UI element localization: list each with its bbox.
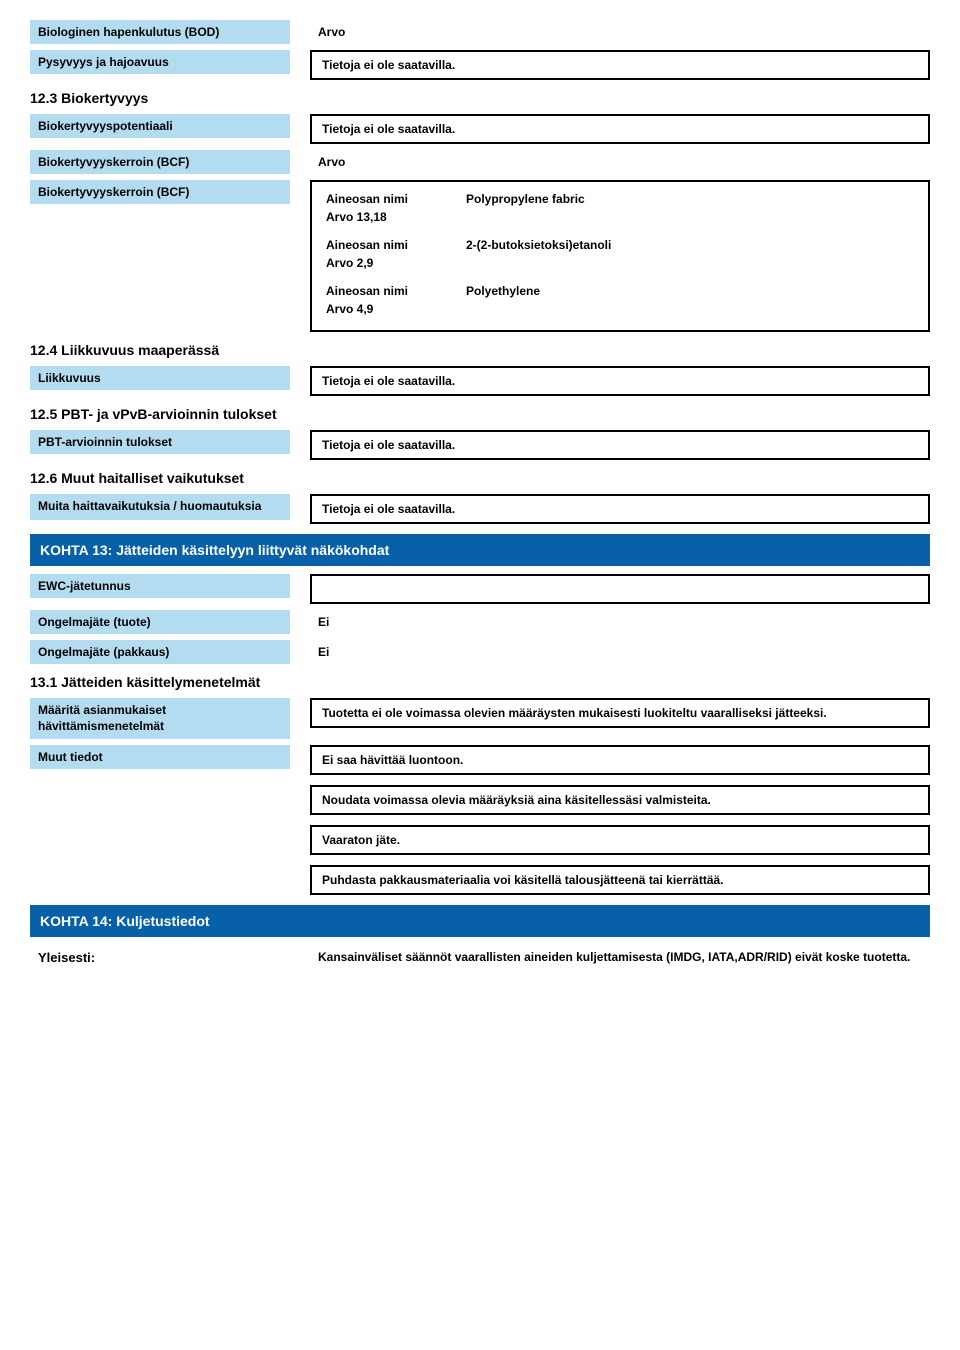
component-name-key: Aineosan nimi bbox=[326, 192, 466, 206]
ewc-label: EWC-jätetunnus bbox=[30, 574, 290, 598]
component-name-val: Polyethylene bbox=[466, 284, 914, 298]
other-info-value-4: Puhdasta pakkausmateriaalia voi käsitell… bbox=[310, 865, 930, 895]
bioaccumulation-potential-label: Biokertyvyyspotentiaali bbox=[30, 114, 290, 138]
other-info-label: Muut tiedot bbox=[30, 745, 290, 769]
mobility-label: Liikkuvuus bbox=[30, 366, 290, 390]
bod-value: Arvo bbox=[310, 20, 930, 44]
bioaccumulation-title: 12.3 Biokertyvyys bbox=[30, 90, 930, 106]
mobility-title: 12.4 Liikkuvuus maaperässä bbox=[30, 342, 930, 358]
nested-group: Aineosan nimi Polyethylene Arvo 4,9 bbox=[326, 284, 914, 316]
disposal-spec-label: Määritä asianmukaiset hävittämismenetelm… bbox=[30, 698, 290, 739]
section-13-header: KOHTA 13: Jätteiden käsittelyyn liittyvä… bbox=[30, 534, 930, 566]
bcf-nested-box: Aineosan nimi Polypropylene fabric Arvo … bbox=[310, 180, 930, 332]
component-name-val: Polypropylene fabric bbox=[466, 192, 914, 206]
hazwaste-product-value: Ei bbox=[310, 610, 930, 634]
other-info-value-2: Noudata voimassa olevia määräyksiä aina … bbox=[310, 785, 930, 815]
disposal-methods-title: 13.1 Jätteiden käsittelymenetelmät bbox=[30, 674, 930, 690]
other-effects-title: 12.6 Muut haitalliset vaikutukset bbox=[30, 470, 930, 486]
bioaccumulation-potential-value: Tietoja ei ole saatavilla. bbox=[310, 114, 930, 144]
other-info-value-3: Vaaraton jäte. bbox=[310, 825, 930, 855]
persistence-label: Pysyvyys ja hajoavuus bbox=[30, 50, 290, 74]
persistence-value: Tietoja ei ole saatavilla. bbox=[310, 50, 930, 80]
pbt-results-label: PBT-arvioinnin tulokset bbox=[30, 430, 290, 454]
mobility-value: Tietoja ei ole saatavilla. bbox=[310, 366, 930, 396]
component-name-key: Aineosan nimi bbox=[326, 238, 466, 252]
pbt-results-value: Tietoja ei ole saatavilla. bbox=[310, 430, 930, 460]
generally-label: Yleisesti: bbox=[30, 945, 290, 970]
component-arvo: Arvo 2,9 bbox=[326, 256, 466, 270]
component-name-key: Aineosan nimi bbox=[326, 284, 466, 298]
other-effects-value: Tietoja ei ole saatavilla. bbox=[310, 494, 930, 524]
generally-value: Kansainväliset säännöt vaarallisten aine… bbox=[310, 945, 930, 969]
bod-label: Biologinen hapenkulutus (BOD) bbox=[30, 20, 290, 44]
bcf-value: Arvo bbox=[310, 150, 930, 174]
hazwaste-packaging-label: Ongelmajäte (pakkaus) bbox=[30, 640, 290, 664]
component-arvo: Arvo 13,18 bbox=[326, 210, 466, 224]
hazwaste-packaging-value: Ei bbox=[310, 640, 930, 664]
nested-group: Aineosan nimi Polypropylene fabric Arvo … bbox=[326, 192, 914, 224]
other-effects-label: Muita haittavaikutuksia / huomautuksia bbox=[30, 494, 290, 520]
nested-group: Aineosan nimi 2-(2-butoksietoksi)etanoli… bbox=[326, 238, 914, 270]
other-info-value-1: Ei saa hävittää luontoon. bbox=[310, 745, 930, 775]
bcf-label: Biokertyvyyskerroin (BCF) bbox=[30, 150, 290, 174]
component-arvo: Arvo 4,9 bbox=[326, 302, 466, 316]
component-name-val: 2-(2-butoksietoksi)etanoli bbox=[466, 238, 914, 252]
pbt-title: 12.5 PBT- ja vPvB-arvioinnin tulokset bbox=[30, 406, 930, 422]
ewc-value bbox=[310, 574, 930, 604]
hazwaste-product-label: Ongelmajäte (tuote) bbox=[30, 610, 290, 634]
bcf-inner-label: Biokertyvyyskerroin (BCF) bbox=[30, 180, 290, 204]
disposal-spec-value: Tuotetta ei ole voimassa olevien määräys… bbox=[310, 698, 930, 728]
section-14-header: KOHTA 14: Kuljetustiedot bbox=[30, 905, 930, 937]
